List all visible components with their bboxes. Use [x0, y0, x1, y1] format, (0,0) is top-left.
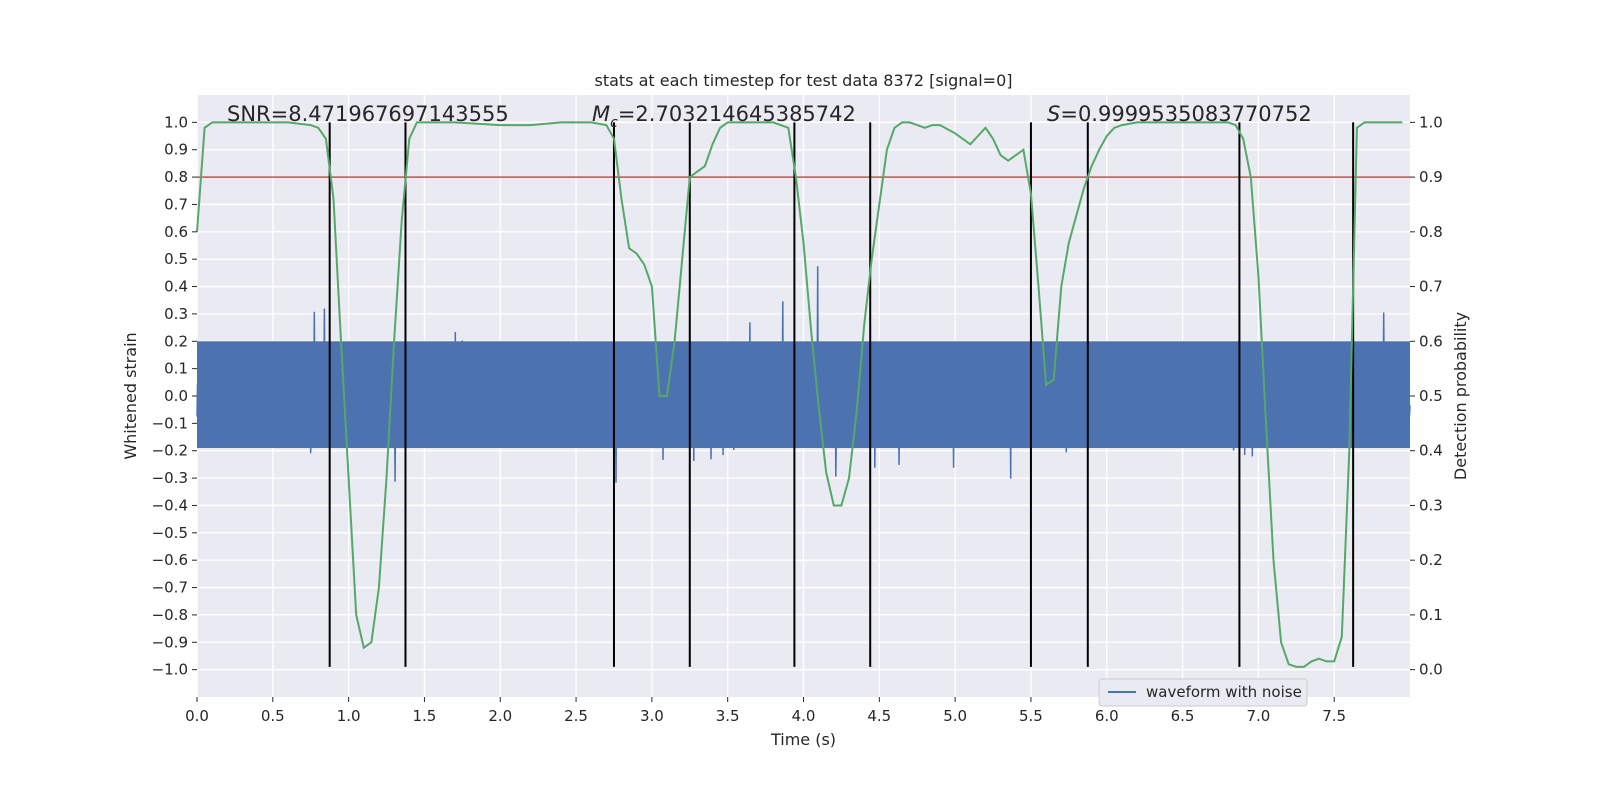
y2-axis-label: Detection probability [1451, 312, 1470, 480]
y2-tick-label: 0.8 [1419, 223, 1443, 241]
x-tick-label: 0.5 [261, 707, 285, 725]
y2-tick-label: 0.5 [1419, 387, 1443, 405]
chirp-mass-annotation: Mc=2.703214645385742 [592, 102, 856, 131]
y-tick-label: 0.0 [164, 387, 188, 405]
y-tick-label: −0.9 [152, 633, 188, 651]
y2-tick-label: 0.3 [1419, 496, 1443, 514]
y-tick-label: −0.1 [152, 414, 188, 432]
mc-subscript: c [610, 115, 618, 131]
mc-value: =2.703214645385742 [618, 102, 856, 126]
snr-annotation: SNR=8.471967697143555 [227, 102, 509, 126]
probability-line [196, 121, 1403, 668]
x-tick-label: 5.5 [1019, 707, 1043, 725]
y2-axis-ticks: 1.0 0.9 0.8 0.7 0.6 0.5 0.4 0.3 0.2 0.1 0.0 [1410, 113, 1443, 679]
x-axis-label: Time (s) [770, 730, 836, 749]
y2-tick-label: 0.9 [1419, 168, 1443, 186]
x-axis-ticks: 0.0 0.5 1.0 1.5 2.0 2.5 3.0 3.5 4.0 4.5 5.0 5.5 6.0 6… [185, 697, 1346, 725]
y-tick-label: 0.1 [164, 360, 188, 378]
x-tick-label: 1.0 [337, 707, 361, 725]
detection-probability-series [196, 121, 1403, 668]
y-tick-label: −0.3 [152, 469, 188, 487]
y-tick-label: −0.5 [152, 524, 188, 542]
legend: waveform with noise [1098, 678, 1308, 707]
y-axis-ticks: 1.0 0.9 0.8 0.7 0.6 0.5 0.4 0.3 0.2 0.1 0.0 −0.1 −0.… [152, 113, 197, 679]
x-tick-label: 5.0 [943, 707, 967, 725]
x-tick-label: 2.0 [488, 707, 512, 725]
x-tick-label: 6.0 [1095, 707, 1119, 725]
x-tick-label: 2.5 [564, 707, 588, 725]
vertical-marker-lines [328, 122, 1355, 667]
y-tick-label: −1.0 [152, 661, 188, 679]
y-tick-label: 0.9 [164, 141, 188, 159]
y2-tick-label: 0.4 [1419, 442, 1443, 460]
s-symbol: S [1047, 102, 1060, 126]
s-value: =0.9999535083770752 [1060, 102, 1311, 126]
x-tick-label: 6.5 [1171, 707, 1195, 725]
y2-tick-label: 0.2 [1419, 551, 1443, 569]
x-tick-label: 0.0 [185, 707, 209, 725]
y-tick-label: 1.0 [164, 113, 188, 131]
y2-tick-label: 0.0 [1419, 661, 1443, 679]
x-tick-label: 7.0 [1246, 707, 1270, 725]
waveform-with-noise-series [196, 266, 1411, 483]
y2-tick-label: 0.6 [1419, 332, 1443, 350]
chart-title: stats at each timestep for test data 837… [594, 71, 1012, 90]
y-tick-label: −0.2 [152, 442, 188, 460]
y-tick-label: −0.6 [152, 551, 188, 569]
y-tick-label: 0.4 [164, 278, 188, 296]
y-tick-label: 0.6 [164, 223, 188, 241]
y2-tick-label: 1.0 [1419, 113, 1443, 131]
y-tick-label: 0.8 [164, 168, 188, 186]
waveform-dense-band [197, 341, 1410, 448]
x-tick-label: 3.0 [640, 707, 664, 725]
legend-box [1098, 678, 1308, 707]
x-tick-label: 4.0 [792, 707, 816, 725]
x-tick-label: 4.5 [867, 707, 891, 725]
y-tick-label: 0.5 [164, 250, 188, 268]
y-tick-label: −0.8 [152, 606, 188, 624]
x-tick-label: 1.5 [413, 707, 437, 725]
y2-tick-label: 0.7 [1419, 278, 1443, 296]
legend-label-waveform: waveform with noise [1146, 683, 1302, 701]
y-axis-label: Whitened strain [121, 332, 140, 459]
s-annotation: S=0.9999535083770752 [1047, 102, 1312, 126]
y2-tick-label: 0.1 [1419, 606, 1443, 624]
y-tick-label: −0.7 [152, 579, 188, 597]
x-tick-label: 7.5 [1322, 707, 1346, 725]
x-tick-label: 3.5 [716, 707, 740, 725]
y-tick-label: 0.2 [164, 332, 188, 350]
y-tick-label: 0.3 [164, 305, 188, 323]
mc-symbol: M [592, 102, 610, 126]
y-tick-label: −0.4 [152, 496, 188, 514]
y-tick-label: 0.7 [164, 195, 188, 213]
